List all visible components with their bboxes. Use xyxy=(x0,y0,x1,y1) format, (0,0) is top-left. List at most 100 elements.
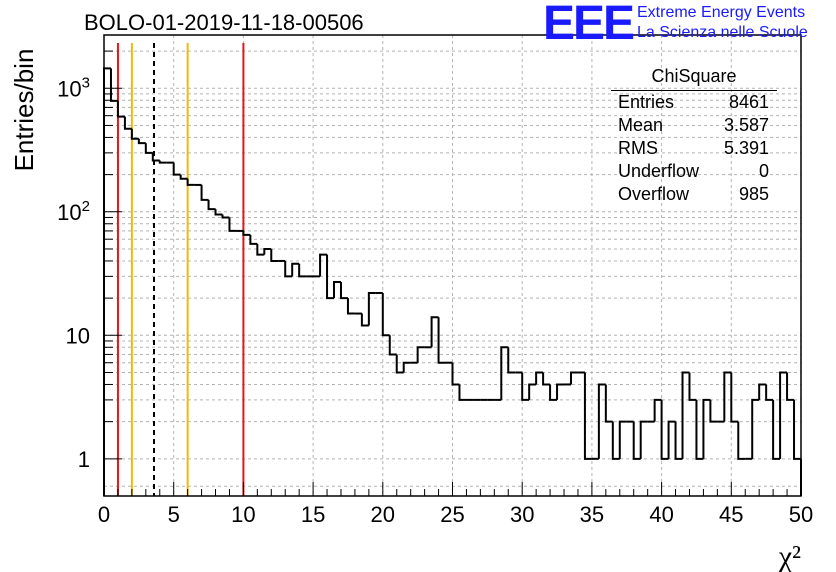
histogram-bin xyxy=(179,174,188,180)
histogram-bin xyxy=(200,184,209,201)
x-tick-label: 35 xyxy=(580,502,604,527)
plot-title: BOLO-01-2019-11-18-00506 xyxy=(84,10,364,35)
histogram-bin xyxy=(681,371,690,459)
histogram-bin xyxy=(709,399,718,423)
histogram-bin xyxy=(779,371,788,459)
histogram-bin xyxy=(549,384,558,401)
histogram-bin xyxy=(388,335,397,356)
histogram-bin xyxy=(214,209,223,216)
x-tick-label: 30 xyxy=(510,502,534,527)
x-tick-label: 45 xyxy=(719,502,743,527)
stats-row: Entries 8461 xyxy=(611,91,777,114)
histogram-bin xyxy=(500,346,509,400)
histogram-bin xyxy=(535,371,544,385)
histogram-bin xyxy=(667,420,676,459)
vertical-marker-lines xyxy=(116,43,245,496)
stats-label: Overflow xyxy=(618,184,690,204)
histogram-bin xyxy=(751,398,760,459)
y-tick-label: 10 xyxy=(66,323,90,348)
histogram-bin xyxy=(228,217,237,232)
histogram-bin xyxy=(172,162,181,176)
histogram-bin xyxy=(326,254,335,300)
histogram-bin xyxy=(319,253,328,277)
histogram-bin xyxy=(604,384,613,423)
stats-value: 5.391 xyxy=(723,138,769,158)
y-tick-label: 1 xyxy=(78,447,90,472)
stats-title: ChiSquare xyxy=(611,66,777,91)
histogram-bin xyxy=(249,234,258,245)
x-tick-label: 0 xyxy=(98,502,110,527)
eee-logo: EEE xyxy=(543,0,635,50)
y-tick-labels: 1 10 102 103 xyxy=(57,74,90,472)
x-tick-label: 5 xyxy=(168,502,180,527)
histogram-bin xyxy=(542,372,551,386)
histogram-bin xyxy=(158,160,167,164)
axis-ticks xyxy=(103,50,802,496)
histogram-bin xyxy=(653,398,662,422)
histogram-bin xyxy=(402,361,411,373)
histogram-bin xyxy=(270,248,279,262)
histogram-bin xyxy=(507,347,516,374)
histogram-bin xyxy=(103,67,111,496)
histogram-bin xyxy=(263,247,272,255)
stats-value: 3.587 xyxy=(723,115,769,135)
histogram-bin xyxy=(116,100,125,118)
histogram-bin xyxy=(618,420,627,459)
histogram-bin xyxy=(333,281,341,299)
logo-line-1: Extreme Energy Events xyxy=(637,4,806,21)
histogram-bin xyxy=(109,68,118,102)
y-tick-label: 102 xyxy=(57,198,90,225)
stats-label: Entries xyxy=(618,92,675,112)
histogram-bin xyxy=(758,383,767,400)
histogram-bin xyxy=(242,230,251,236)
histogram-bin xyxy=(256,243,265,256)
histogram-bin xyxy=(639,420,648,459)
stats-row: Underflow 0 xyxy=(611,160,777,183)
stats-value: 0 xyxy=(758,161,769,181)
histogram-bin xyxy=(723,371,732,422)
histogram-bin xyxy=(597,383,606,459)
histogram-bin xyxy=(660,399,669,460)
stats-row: RMS 5.391 xyxy=(611,137,777,160)
histogram-bin xyxy=(221,214,230,219)
histogram-bin xyxy=(207,199,216,211)
histogram-bin xyxy=(137,138,146,145)
stats-row: Overflow 985 xyxy=(611,183,777,206)
y-axis-label: Entries/bin xyxy=(9,49,39,172)
x-tick-label: 25 xyxy=(440,502,464,527)
histogram-bin xyxy=(339,282,348,300)
histogram-bin xyxy=(395,354,404,374)
stats-row: Mean 3.587 xyxy=(611,114,777,137)
histogram-bin xyxy=(123,116,132,130)
histogram-bin xyxy=(381,293,390,337)
histogram-bin xyxy=(695,399,704,460)
x-tick-label: 50 xyxy=(789,502,813,527)
histogram-bin xyxy=(765,384,774,401)
stats-label: Mean xyxy=(618,115,664,135)
histogram-bin xyxy=(451,362,460,386)
x-tick-label: 40 xyxy=(649,502,673,527)
histogram-bin xyxy=(151,152,160,162)
histogram-bin xyxy=(130,128,139,140)
histogram-bin xyxy=(528,383,537,400)
histogram-bin xyxy=(772,399,781,460)
histogram-bin xyxy=(298,263,307,278)
histogram-bin xyxy=(144,143,153,154)
histogram-bin xyxy=(730,372,739,423)
logo-line-2: La Scienza nelle Scuole xyxy=(637,24,808,41)
histogram-bin xyxy=(284,260,293,278)
histogram-bin xyxy=(632,421,641,460)
histogram-bin xyxy=(674,421,683,460)
histogram-bin xyxy=(458,384,467,401)
histogram-bin xyxy=(569,371,578,385)
histogram-bin xyxy=(346,298,355,315)
stats-box: ChiSquare Entries 8461 Mean 3.587 RMS 5.… xyxy=(611,66,777,206)
histogram-bin xyxy=(737,421,746,460)
x-tick-labels: 0 5 10 15 20 25 30 35 40 45 50 xyxy=(98,502,813,527)
histogram-bin xyxy=(793,399,801,460)
histogram-bin xyxy=(367,292,376,326)
x-tick-label: 20 xyxy=(371,502,395,527)
histogram-bin xyxy=(583,372,592,460)
histogram-bin xyxy=(702,398,711,459)
